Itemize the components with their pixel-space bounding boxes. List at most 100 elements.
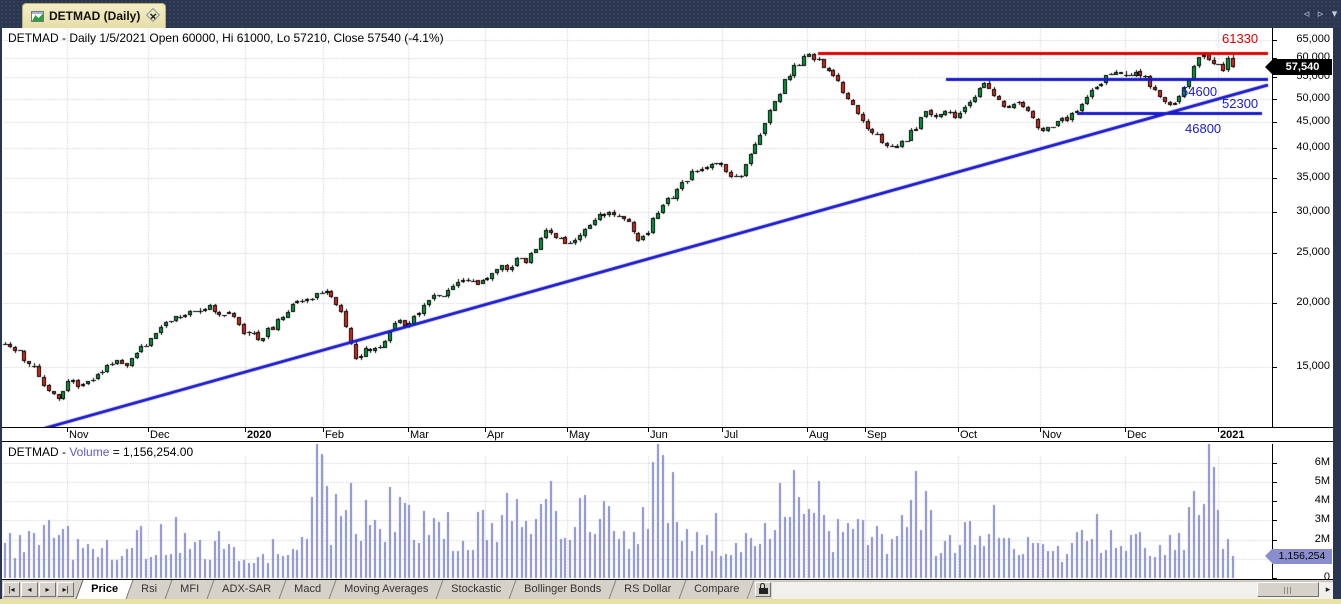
- x-axis-label: Feb: [325, 429, 344, 441]
- volume-axis-tick: [1273, 501, 1277, 502]
- last-volume-tag: 1,156,254: [1272, 549, 1332, 564]
- document-tab-detmad[interactable]: DETMAD (Daily) ×: [22, 3, 166, 28]
- tab-bollinger-bonds[interactable]: Bollinger Bonds: [508, 580, 617, 599]
- y-axis-tick: [1273, 77, 1277, 78]
- horizontal-scrollbar-track[interactable]: [772, 581, 1334, 599]
- x-axis-label: Sep: [867, 429, 887, 441]
- volume-axis-tick: [1273, 463, 1277, 464]
- y-axis-tick: [1273, 178, 1277, 179]
- y-axis-label: 60,000: [1296, 50, 1330, 63]
- x-axis-tick: [807, 428, 808, 432]
- volume-header-value: = 1,156,254.00: [109, 445, 194, 459]
- y-axis-label: 65,000: [1296, 33, 1330, 45]
- x-axis-tick: [148, 428, 149, 432]
- tab-stockastic[interactable]: Stockastic: [435, 580, 517, 599]
- y-axis-tick: [1273, 303, 1277, 304]
- x-axis-tick: [865, 428, 866, 432]
- tab-macd[interactable]: Macd: [278, 580, 337, 599]
- x-axis-label: Dec: [1127, 429, 1147, 441]
- last-price-tag: 57,540: [1273, 59, 1332, 75]
- y-axis-tick: [1273, 367, 1277, 368]
- level-label-54600: 54600: [1181, 84, 1218, 99]
- volume-axis-label: 5M: [1314, 475, 1330, 488]
- price-pane-header: DETMAD - Daily 1/5/2021 Open 60000, Hi 6…: [8, 31, 444, 45]
- lock-icon: [758, 583, 768, 594]
- x-axis-label: 2020: [247, 429, 272, 441]
- x-axis-tick: [1040, 428, 1041, 432]
- y-axis-tick: [1273, 58, 1277, 59]
- volume-axis-tick: [1273, 482, 1277, 483]
- document-tab-title: DETMAD (Daily): [49, 9, 141, 23]
- price-chart-canvas[interactable]: [0, 28, 1272, 427]
- window-left-border: [0, 28, 2, 599]
- volume-header-indicator: Volume: [69, 445, 110, 459]
- y-axis-tick: [1273, 253, 1277, 254]
- x-axis-label: Jul: [724, 429, 739, 441]
- volume-axis-label: 0: [1323, 571, 1330, 583]
- x-axis-label: Dec: [150, 429, 170, 441]
- last-price-tag-arrow: [1265, 59, 1273, 75]
- y-axis-label: 30,000: [1296, 205, 1330, 218]
- x-axis-label: May: [569, 429, 590, 441]
- first-chart-button[interactable]: |◂: [3, 582, 20, 597]
- y-axis-label: 20,000: [1296, 295, 1330, 308]
- volume-axis-label: 3M: [1314, 513, 1330, 526]
- sheet-tab-strip: Price Rsi MFI ADX-SAR Macd Moving Averages Sto…: [75, 580, 822, 599]
- tab-rs-dollar[interactable]: RS Dollar: [608, 580, 687, 599]
- tab-compare[interactable]: Compare: [678, 580, 755, 599]
- next-chart-button[interactable]: ▸: [39, 582, 56, 597]
- x-axis-label: 2021: [1220, 429, 1245, 441]
- x-axis-tick: [958, 428, 959, 432]
- scroll-right-icon[interactable]: ▸: [1325, 584, 1331, 594]
- y-axis-tick: [1273, 99, 1277, 100]
- x-axis-tick: [67, 428, 68, 432]
- y-axis-label: 45,000: [1296, 115, 1330, 127]
- x-axis-tick: [323, 428, 324, 432]
- x-axis-label: Apr: [487, 429, 505, 441]
- level-label-46800: 46800: [1185, 121, 1222, 136]
- y-axis-tick: [1273, 212, 1277, 213]
- x-axis-tick: [245, 428, 246, 432]
- x-axis-tick: [1218, 428, 1219, 432]
- tab-price[interactable]: Price: [75, 580, 134, 599]
- last-volume-tag-arrow: [1265, 549, 1272, 563]
- window-bottom-border: [0, 599, 1341, 604]
- pane-divider: [0, 579, 1333, 580]
- x-axis-strip: [0, 427, 1333, 442]
- volume-axis-label: 4M: [1314, 494, 1330, 507]
- tab-adx-sar[interactable]: ADX-SAR: [206, 580, 287, 599]
- y-axis-tick: [1273, 122, 1277, 123]
- y-axis-label: 50,000: [1296, 91, 1330, 104]
- volume-axis-label: 2M: [1314, 532, 1330, 545]
- window-menu-icon[interactable]: ▾: [1331, 8, 1338, 20]
- x-axis-label: Oct: [960, 429, 978, 441]
- y-axis-label: 35,000: [1296, 171, 1330, 184]
- volume-axis-label: 6M: [1314, 455, 1330, 468]
- volume-y-axis-line: [1272, 444, 1273, 579]
- window-forward-icon[interactable]: ▹: [1317, 8, 1324, 20]
- volume-axis-tick: [1273, 578, 1277, 579]
- volume-chart-canvas[interactable]: [0, 444, 1272, 579]
- tab-moving-averages[interactable]: Moving Averages: [328, 580, 444, 599]
- y-axis-label: 55,000: [1296, 70, 1330, 83]
- x-axis-tick: [408, 428, 409, 432]
- lock-scrolling-button[interactable]: [755, 582, 772, 597]
- y-axis-tick: [1273, 40, 1277, 41]
- volume-header-symbol: DETMAD -: [8, 445, 70, 459]
- window-back-icon[interactable]: ◃: [1303, 8, 1310, 20]
- x-axis-label: Nov: [1042, 429, 1062, 441]
- volume-axis-tick: [1273, 540, 1277, 541]
- x-axis-label: Mar: [410, 429, 429, 441]
- horizontal-scrollbar-thumb[interactable]: [1257, 582, 1319, 597]
- x-axis-label: Aug: [809, 429, 829, 441]
- trendline-label-52300: 52300: [1222, 96, 1259, 111]
- window-right-border: [1333, 28, 1341, 599]
- x-axis-tick: [722, 428, 723, 432]
- tab-close-icon[interactable]: ×: [149, 8, 157, 24]
- previous-chart-button[interactable]: ◂: [21, 582, 38, 597]
- x-axis-tick: [648, 428, 649, 432]
- y-axis-tick: [1273, 148, 1277, 149]
- volume-axis-tick: [1273, 520, 1277, 521]
- price-y-axis-line: [1272, 28, 1273, 442]
- last-chart-button[interactable]: ▸|: [57, 582, 74, 597]
